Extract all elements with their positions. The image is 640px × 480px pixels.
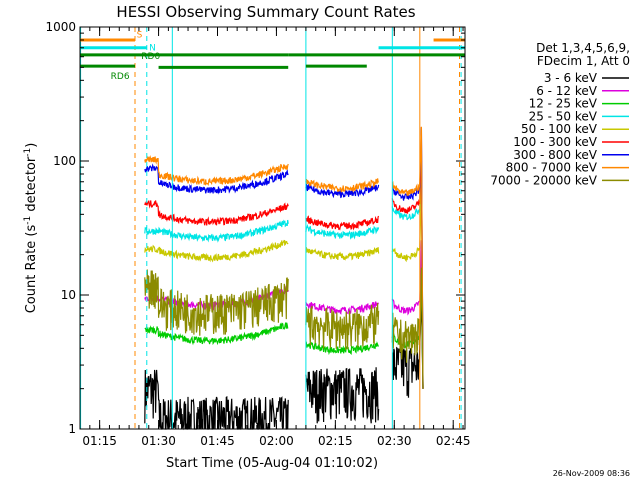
x-tick-label: 01:45 [200,434,235,448]
legend-label: 800 - 7000 keV [506,161,598,175]
series-line [305,183,380,199]
x-tick-label: 01:15 [82,434,117,448]
annotation-rd6: RD6 [111,72,130,82]
x-tick-label: 02:15 [318,434,353,448]
x-tick-label: 02:45 [436,434,471,448]
annotation-s: S [137,30,143,40]
series-line [391,186,424,389]
series-line [391,240,424,389]
legend-label: 100 - 300 keV [513,135,597,149]
series-line [305,246,380,261]
x-axis-label: Start Time (05-Aug-04 01:10:02) [166,456,378,471]
x-axis: 01:15 01:30 01:45 02:00 02:15 02:30 02:45 [79,27,471,448]
series-line [391,267,424,389]
series-line [144,163,289,195]
legend-label: 6 - 12 keV [536,84,598,98]
series-line [144,219,289,243]
legend-label: 300 - 800 keV [513,148,597,162]
series-line [391,139,424,389]
x-tick-label: 02:30 [377,434,412,448]
series-line [391,126,424,389]
legend-label: 3 - 6 keV [544,71,598,85]
annotation-n: N [149,44,156,54]
y-tick-label: 1000 [45,20,76,34]
series-line [305,303,380,350]
legend-label: 12 - 25 keV [529,97,598,111]
series-line [305,367,380,424]
plot-area [144,126,424,431]
plot-frame [79,26,466,430]
series-line [305,215,380,231]
y-axis-label: Count Rate (s-1 detector-1) [23,143,39,314]
series-line [305,178,380,193]
series-line [305,301,380,315]
legend-header-line-1: Det 1,3,4,5,6,9, [536,41,630,55]
series-line [144,154,289,187]
series-line [305,341,379,356]
series-line [144,322,289,346]
x-tick-label: 01:30 [141,434,176,448]
y-axis: 1 10 100 1000 [45,20,465,436]
series-line [144,200,289,226]
legend-header-line-2: FDecim 1, Att 0 [537,54,630,68]
legend-label: 7000 - 20000 keV [490,173,597,187]
legend-label: 25 - 50 keV [529,109,598,123]
chart-title: HESSI Observing Summary Count Rates [116,3,415,21]
legend: Det 1,3,4,5,6,9, FDecim 1, Att 0 3 - 6 k… [490,41,630,187]
legend-label: 50 - 100 keV [521,122,598,136]
series-line [305,223,380,240]
y-tick-label: 10 [61,288,76,302]
timestamp: 26-Nov-2009 08:36 [553,469,630,478]
series-line [144,369,289,431]
x-tick-label: 02:00 [259,434,294,448]
series-line [144,269,289,336]
y-tick-label: 100 [53,154,76,168]
series-line [144,239,289,263]
annotation-rd0: RD0 [141,52,160,62]
y-tick-label: 1 [68,422,76,436]
